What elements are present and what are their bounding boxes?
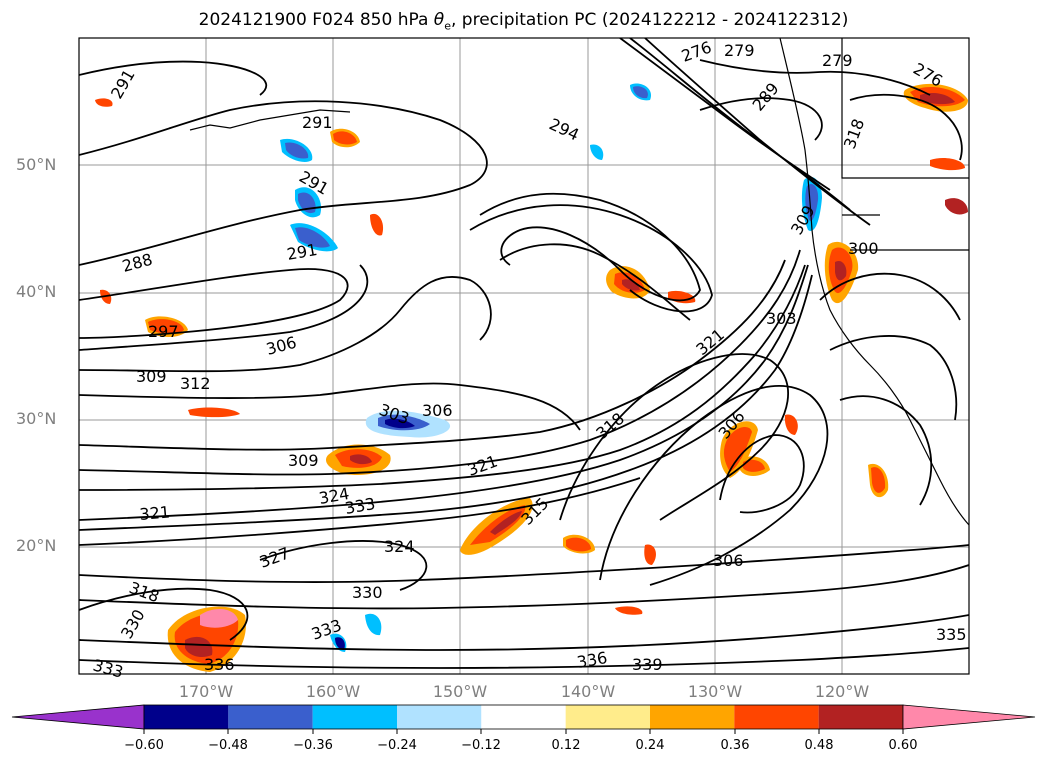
map-title: 2024121900 F024 850 hPa θe, precipitatio… <box>0 10 1047 32</box>
colorbar-tick-label: −0.36 <box>293 738 333 753</box>
colorbar-tick-label: −0.48 <box>208 738 248 753</box>
contour-label: 312 <box>180 374 211 393</box>
contour-label: 300 <box>848 239 879 258</box>
colorbar-tick-label: −0.12 <box>461 738 501 753</box>
contour-label: 321 <box>139 502 171 524</box>
contour-label: 306 <box>422 401 453 420</box>
map-grid <box>79 38 969 674</box>
lat-label-40n: 40°N <box>16 282 57 301</box>
precip-blob <box>720 421 770 478</box>
coastline <box>189 38 969 526</box>
contour-label: 324 <box>384 537 415 556</box>
plot-frame <box>78 37 970 675</box>
lat-label-20n: 20°N <box>16 536 57 555</box>
precip-blob <box>460 498 533 555</box>
lon-label-150w: 150°W <box>432 682 488 701</box>
precip-shading <box>95 83 968 672</box>
colorbar-cells <box>143 704 904 730</box>
colorbar-tick-label: 0.60 <box>888 738 918 753</box>
colorbar-cell <box>481 705 566 729</box>
colorbar-ticks <box>143 729 904 734</box>
colorbar-tick-label: 0.24 <box>635 738 665 753</box>
colorbar-cell <box>397 705 482 729</box>
title-theta: θ <box>433 10 445 30</box>
colorbar-tick-label: 0.48 <box>804 738 834 753</box>
theta-e-contours <box>79 38 969 669</box>
colorbar-cell <box>818 705 903 729</box>
contour-label: 297 <box>148 322 179 341</box>
contour-label: 291 <box>302 113 333 132</box>
lat-label-50n: 50°N <box>16 155 57 174</box>
lon-label-140w: 140°W <box>560 682 616 701</box>
lon-label-120w: 120°W <box>814 682 870 701</box>
contour-label: 303 <box>766 309 797 328</box>
plot-area <box>79 38 969 674</box>
colorbar-tick-label: −0.24 <box>377 738 417 753</box>
contour-label: 306 <box>713 551 744 570</box>
colorbar-tick-label: −0.60 <box>124 738 164 753</box>
contour-label: 309 <box>136 367 167 386</box>
precip-blob <box>365 410 451 438</box>
contour-label: 279 <box>724 41 755 60</box>
colorbar-tick-label: 0.12 <box>551 738 581 753</box>
colorbar-cell <box>144 705 229 729</box>
contour-label: 335 <box>936 625 967 644</box>
lon-label-160w: 160°W <box>305 682 361 701</box>
colorbar <box>11 704 1036 734</box>
lat-label-30n: 30°N <box>16 409 57 428</box>
colorbar-cell <box>650 705 735 729</box>
contour-label: 279 <box>822 51 853 70</box>
title-theta-sub: e <box>444 19 451 33</box>
precip-blob <box>801 176 822 231</box>
colorbar-extend-max <box>902 704 1036 730</box>
contour-label: 330 <box>352 583 383 602</box>
colorbar-tick-label: 0.36 <box>720 738 750 753</box>
lon-label-130w: 130°W <box>687 682 743 701</box>
contour-label: 336 <box>204 655 235 674</box>
precip-blob <box>606 266 650 299</box>
contour-label: 339 <box>632 655 663 674</box>
contour-label: 309 <box>288 451 319 470</box>
title-prefix: 2024121900 F024 850 hPa <box>198 10 434 30</box>
colorbar-cell <box>312 705 397 729</box>
colorbar-cell <box>228 705 313 729</box>
title-suffix: , precipitation PC (2024122212 - 2024122… <box>450 10 849 30</box>
colorbar-cell <box>565 705 650 729</box>
colorbar-cell <box>734 705 819 729</box>
lon-label-170w: 170°W <box>178 682 234 701</box>
precip-blob <box>325 444 391 476</box>
precip-blob <box>167 606 246 672</box>
colorbar-extend-min <box>11 704 145 730</box>
